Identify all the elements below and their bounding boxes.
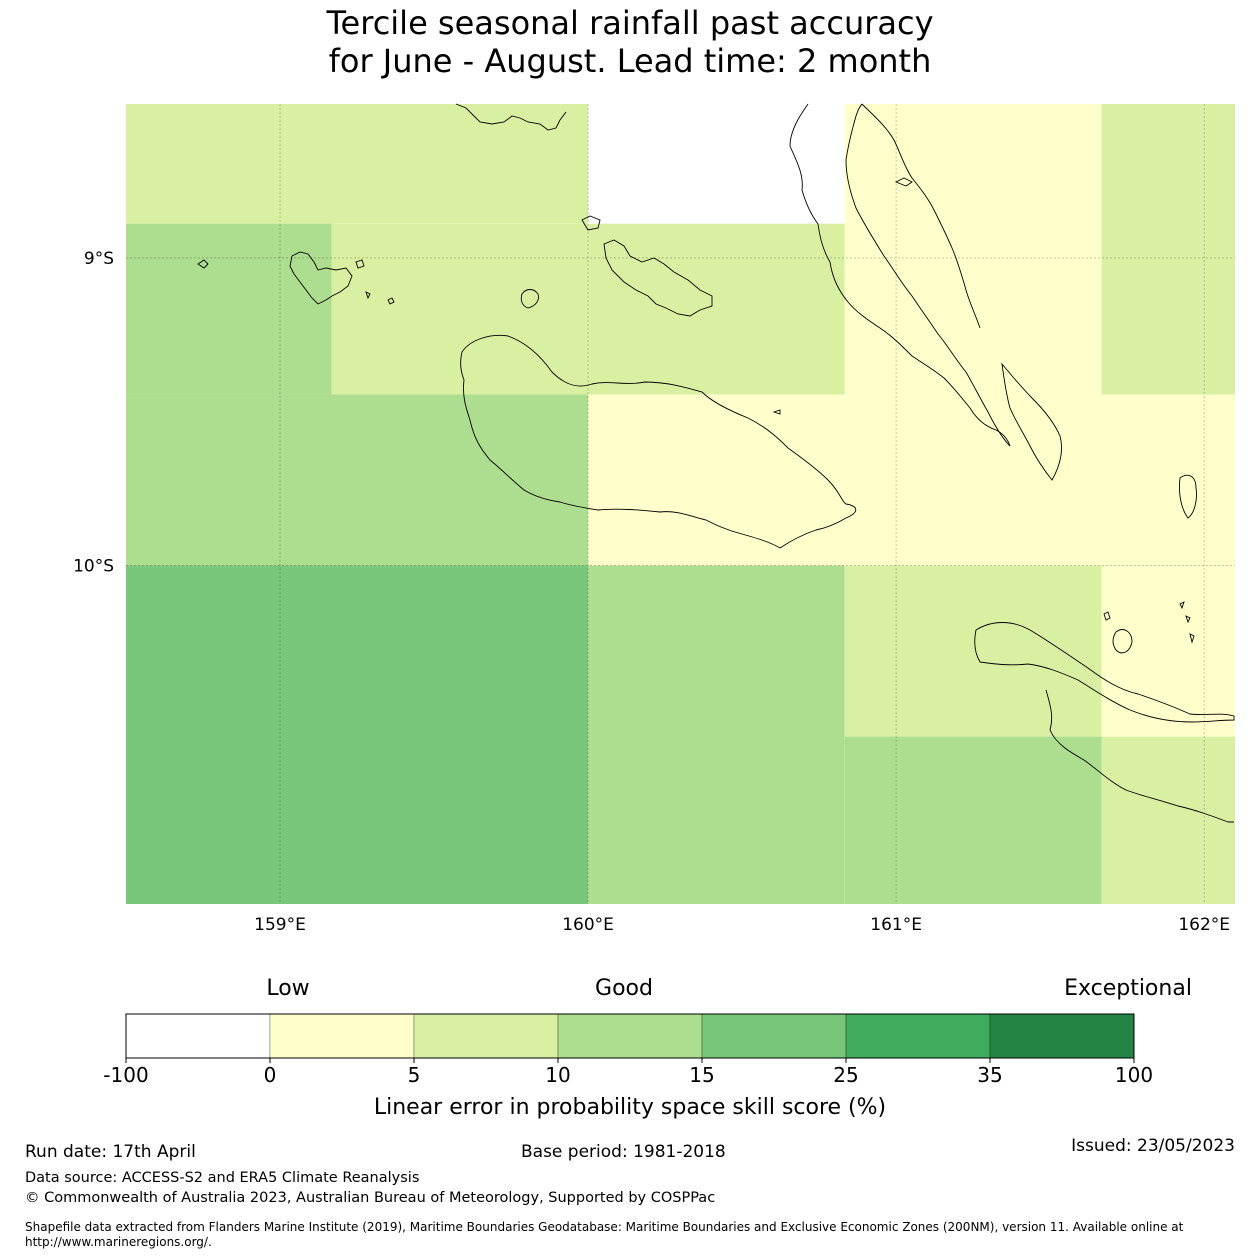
colorbar-bin-25-35	[845, 1013, 991, 1059]
coastlines	[197, 103, 1235, 823]
coastline-small-islet-b	[355, 259, 365, 269]
issued-date: Issued: 23/05/2023	[1071, 1136, 1235, 1156]
colorbar-tick-label: 35	[977, 1063, 1002, 1087]
grid-cell-7	[126, 394, 589, 566]
colorbar: Low Good Exceptional -100 0 5 10 15 25 35 100 L…	[103, 976, 1192, 1120]
colorbar-tick-label: 0	[264, 1063, 277, 1087]
colorbar-heading-low: Low	[266, 976, 309, 1001]
coastline-malaita	[1001, 362, 1063, 481]
data-source: Data source: ACCESS-S2 and ERA5 Climate …	[25, 1170, 420, 1186]
colorbar-label: Linear error in probability space skill …	[374, 1095, 886, 1120]
colorbar-bin-10-15	[557, 1013, 703, 1059]
coastline-guadalcanal	[460, 334, 857, 549]
coastline-santa-isabel	[789, 103, 1011, 447]
copyright: © Commonwealth of Australia 2023, Austra…	[25, 1190, 716, 1206]
grid-cell-1	[126, 223, 332, 395]
coastline-savo	[520, 289, 539, 309]
coastline-florida-islands	[289, 251, 353, 305]
colorbar-tick-label: 10	[545, 1063, 570, 1087]
coastline-islet-east-a	[1103, 611, 1111, 621]
lon-tick-label: 160°E	[562, 915, 614, 935]
chart-title: Tercile seasonal rainfall past accuracy …	[0, 4, 1260, 80]
title-line-1: Tercile seasonal rainfall past accuracy	[326, 4, 934, 42]
coastline-islet-east-d	[1189, 633, 1195, 644]
lat-tick-label: 9°S	[84, 249, 114, 269]
base-period: Base period: 1981-2018	[521, 1142, 726, 1162]
grid-cell-14	[1101, 736, 1235, 904]
colorbar-heading-exceptional: Exceptional	[1064, 976, 1192, 1001]
colorbar-bin-35-100	[989, 1013, 1135, 1059]
title-line-2: for June - August. Lead time: 2 month	[328, 42, 932, 80]
grid-cell-11	[844, 565, 1102, 737]
grid-cell-12	[844, 736, 1102, 904]
colorbar-tick-label: 15	[689, 1063, 714, 1087]
grid-cell-9	[126, 565, 589, 904]
coastline-islet-east-c	[1185, 615, 1191, 624]
coastline-islet-east-b	[1179, 601, 1185, 610]
run-date: Run date: 17th April	[25, 1142, 196, 1162]
coastline-ulawa	[1112, 629, 1133, 654]
coastline-islet-mid	[772, 409, 781, 415]
coastline-small-islet-c	[365, 291, 371, 300]
grid-cell-4	[588, 223, 845, 395]
colorbar-tick-label: -100	[103, 1063, 148, 1087]
colorbar-bins	[125, 1013, 1135, 1059]
lon-tick-label: 159°E	[254, 915, 306, 935]
grid-cell-6	[1101, 104, 1235, 395]
colorbar-tick-label: 25	[833, 1063, 858, 1087]
shapefile-credit: Shapefile data extracted from Flanders M…	[25, 1220, 1184, 1249]
coastline-isabel-islet	[894, 177, 913, 187]
grid-cell-0	[126, 104, 589, 224]
grid-cell-13	[1101, 565, 1235, 737]
coastline-maramasike	[1179, 474, 1197, 519]
grid-cell-2	[331, 223, 589, 395]
latitude-tick-labels: 9°S 10°S	[73, 249, 114, 577]
grid-cell-5	[844, 104, 1102, 395]
coastline-islet-north-a	[581, 215, 601, 231]
coastline-small-islet-d	[387, 297, 395, 305]
coastline-small-islet-a	[197, 259, 209, 269]
skill-score-cells	[126, 104, 1235, 904]
grid-cell-10	[588, 565, 845, 904]
lat-tick-label: 10°S	[73, 557, 114, 577]
coastline-isabel-east	[861, 103, 981, 329]
colorbar-bin-5-10	[413, 1013, 559, 1059]
longitude-tick-labels: 159°E 160°E 161°E 162°E	[254, 915, 1230, 935]
lon-tick-label: 161°E	[870, 915, 922, 935]
grid-cell-3	[588, 104, 845, 224]
lon-tick-label: 162°E	[1178, 915, 1230, 935]
colorbar-frame	[125, 1013, 1135, 1059]
map-gridlines	[126, 104, 1235, 904]
coastline-north-fragment	[455, 103, 567, 131]
coastline-makira	[974, 622, 1235, 723]
colorbar-bin-15-25	[701, 1013, 847, 1059]
colorbar-bin-0-5	[269, 1013, 415, 1059]
colorbar-tick-labels: -100 0 5 10 15 25 35 100	[103, 1058, 1153, 1087]
coastline-nggela	[603, 239, 713, 317]
colorbar-tick-label: 100	[1115, 1063, 1153, 1087]
coastline-makira-south	[1045, 689, 1234, 823]
grid-cell-8	[588, 394, 1235, 566]
colorbar-heading-good: Good	[595, 976, 653, 1001]
colorbar-tick-label: 5	[408, 1063, 421, 1087]
colorbar-bin--100-0	[125, 1013, 271, 1059]
